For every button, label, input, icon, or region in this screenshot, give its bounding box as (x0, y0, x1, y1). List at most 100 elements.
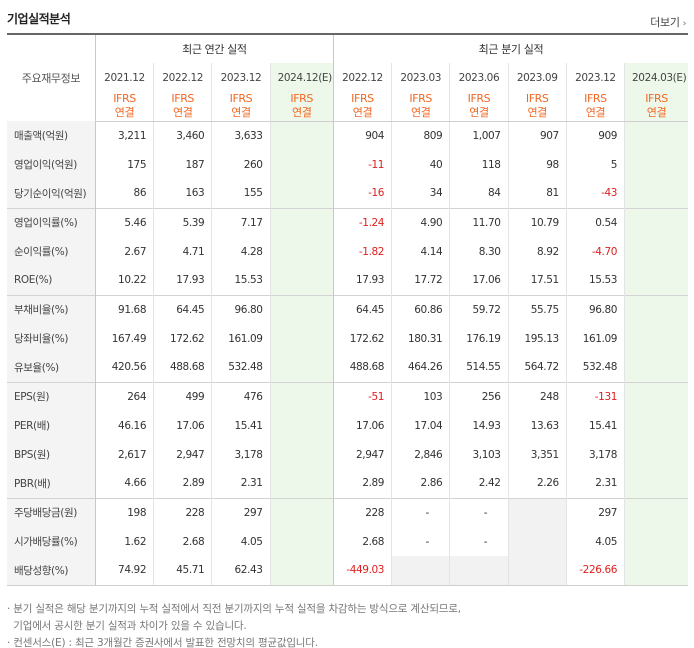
value-cell: 488.68 (153, 353, 212, 382)
value-cell: 264 (94, 381, 154, 411)
more-link[interactable]: 더보기 › (650, 14, 686, 30)
value-cell: 17.72 (391, 266, 450, 295)
basis-consolidation: 연결 (646, 106, 667, 120)
value-cell: 4.90 (391, 207, 450, 237)
basis-consolidation: 연결 (291, 106, 312, 120)
metric-label: 당좌비율(%) (7, 324, 96, 353)
value-cell: 2.68 (153, 527, 212, 556)
value-cell (391, 556, 450, 586)
financial-summary-table: 주요재무정보 최근 연간 실적 최근 분기 실적 2021.12 2022.12 2… (7, 33, 688, 586)
value-cell: 0.54 (565, 207, 625, 237)
value-cell: -11 (332, 150, 392, 179)
value-cell: 17.06 (332, 411, 392, 440)
table-row: EPS(원) 264 499 476 -51 103 256 248 -131 (7, 381, 688, 411)
value-cell: 2.89 (332, 469, 392, 498)
value-cell: 4.05 (211, 527, 271, 556)
metric-label: BPS(원) (7, 440, 96, 469)
value-cell: 2,846 (391, 440, 450, 469)
period-header: 2024.12(E) (269, 63, 334, 92)
value-cell: 15.53 (211, 266, 271, 295)
value-cell: 46.16 (94, 411, 154, 440)
value-cell: 904 (332, 121, 392, 150)
value-cell (624, 324, 688, 353)
value-cell: 248 (507, 381, 567, 411)
value-cell: 2.26 (507, 469, 567, 498)
value-cell: 3,178 (211, 440, 271, 469)
value-cell (269, 497, 334, 527)
value-cell (507, 527, 567, 556)
value-cell: 2.86 (391, 469, 450, 498)
metric-label: 주당배당금(원) (7, 497, 96, 527)
value-cell: 175 (94, 150, 154, 179)
value-cell: 5.39 (153, 207, 212, 237)
metric-label: 영업이익률(%) (7, 207, 96, 237)
value-cell: 15.41 (565, 411, 625, 440)
basis-standard: IFRS (467, 92, 491, 106)
value-cell: 7.17 (211, 207, 271, 237)
value-cell: 64.45 (153, 294, 212, 324)
basis-header: IFRS 연결 (624, 92, 688, 122)
value-cell (624, 121, 688, 150)
value-cell: 2,947 (332, 440, 392, 469)
table-row: BPS(원) 2,617 2,947 3,178 2,947 2,846 3,103 3,35… (7, 440, 688, 469)
value-cell: 3,178 (565, 440, 625, 469)
value-cell (507, 497, 567, 527)
value-cell: 10.79 (507, 207, 567, 237)
value-cell: 3,633 (211, 121, 271, 150)
basis-standard: IFRS (290, 92, 314, 106)
header-bar: 기업실적분석 더보기 › (0, 0, 694, 34)
basis-header: IFRS 연결 (269, 92, 334, 122)
value-cell: - (449, 497, 509, 527)
value-cell: 297 (211, 497, 271, 527)
table-row: 영업이익률(%) 5.46 5.39 7.17 -1.24 4.90 11.70 10.79 0… (7, 207, 688, 237)
table-row: 시가배당률(%) 1.62 2.68 4.05 2.68- -4.05 (7, 527, 688, 556)
value-cell (624, 150, 688, 179)
value-cell: 187 (153, 150, 212, 179)
value-cell: 10.22 (94, 266, 154, 295)
value-cell (624, 207, 688, 237)
basis-standard: IFRS (525, 92, 549, 106)
value-cell: 118 (449, 150, 509, 179)
value-cell (624, 266, 688, 295)
value-cell (624, 556, 688, 586)
value-cell: 86 (94, 179, 154, 208)
value-cell: 64.45 (332, 294, 392, 324)
value-cell: 3,103 (449, 440, 509, 469)
footnote-line: · 컨센서스(E) : 최근 3개월간 증권사에서 발표한 전망치의 평균값입니… (7, 637, 318, 648)
basis-header: IFRS 연결 (391, 92, 450, 122)
table-row: PER(배) 46.16 17.06 15.41 17.06 17.04 14.93 13.6… (7, 411, 688, 440)
value-cell: 909 (565, 121, 625, 150)
value-cell: -16 (332, 179, 392, 208)
metric-label: 매출액(억원) (7, 121, 96, 150)
value-cell: 809 (391, 121, 450, 150)
value-cell (624, 353, 688, 382)
basis-standard: IFRS (351, 92, 374, 106)
value-cell: 17.93 (332, 266, 392, 295)
value-cell (269, 556, 334, 586)
basis-standard: IFRS (229, 92, 253, 106)
value-cell: 476 (211, 381, 271, 411)
value-cell (269, 440, 334, 469)
value-cell (624, 411, 688, 440)
value-cell: 59.72 (449, 294, 509, 324)
value-cell: 163 (153, 179, 212, 208)
value-cell (269, 324, 334, 353)
value-cell: 2,617 (94, 440, 154, 469)
footnotes: · 분기 실적은 해당 분기까지의 누적 실적에서 직전 분기까지의 누적 실적… (7, 601, 461, 648)
basis-standard: IFRS (171, 92, 195, 106)
value-cell: 2.89 (153, 469, 212, 498)
value-cell: 40 (391, 150, 450, 179)
value-cell: -51 (332, 381, 392, 411)
metric-label: PER(배) (7, 411, 96, 440)
metric-label: 시가배당률(%) (7, 527, 96, 556)
value-cell: 8.30 (449, 237, 509, 266)
value-cell: 96.80 (211, 294, 271, 324)
value-cell (624, 237, 688, 266)
value-cell: 17.06 (449, 266, 509, 295)
value-cell: 195.13 (507, 324, 567, 353)
table-row: PBR(배) 4.66 2.89 2.31 2.89 2.86 2.42 2.26 2.31 (7, 469, 688, 498)
footnote-line: · 분기 실적은 해당 분기까지의 누적 실적에서 직전 분기까지의 누적 실적… (7, 603, 461, 615)
basis-header: IFRS 연결 (94, 92, 154, 122)
value-cell (269, 150, 334, 179)
value-cell: 167.49 (94, 324, 154, 353)
